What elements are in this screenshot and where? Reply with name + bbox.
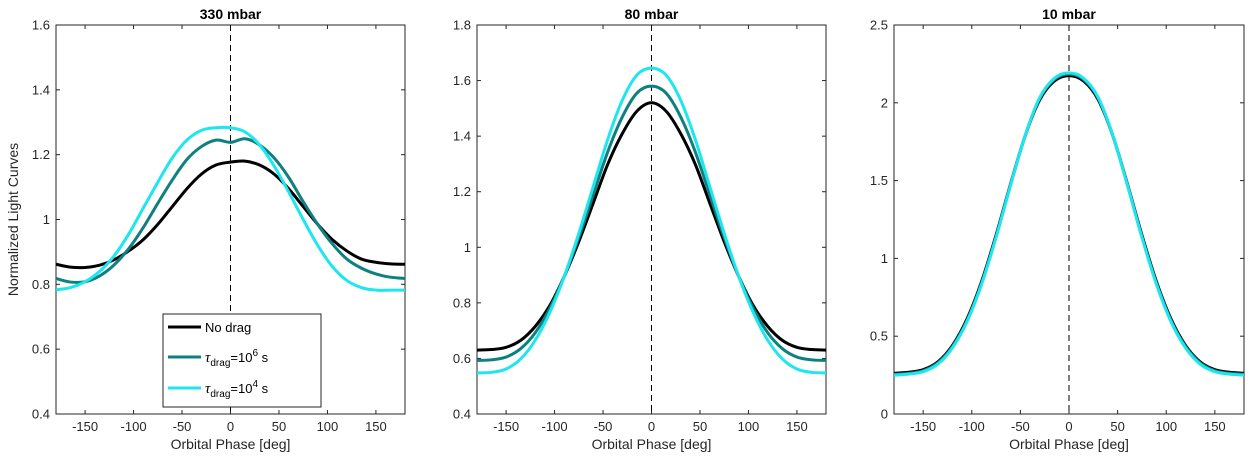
- series-line-3: [894, 71, 1244, 377]
- x-tick-label: -100: [121, 419, 147, 434]
- x-tick-label: -150: [910, 419, 936, 434]
- y-tick-label: 1.2: [453, 184, 471, 199]
- chart-title: 330 mbar: [200, 6, 262, 22]
- y-tick-label: 0.8: [32, 277, 50, 292]
- x-tick-label: 50: [1110, 419, 1124, 434]
- x-tick-label: -150: [72, 419, 98, 434]
- legend: No drag τdrag=106 s τdrag=104 s: [162, 313, 322, 408]
- series-line-1: [56, 159, 405, 270]
- x-axis-label: Orbital Phase [deg]: [171, 436, 291, 452]
- x-tick-label: 100: [1155, 419, 1177, 434]
- x-tick-label: -100: [959, 419, 985, 434]
- y-tick-label: 1.4: [453, 129, 471, 144]
- x-tick-label: 150: [786, 419, 808, 434]
- series-line-3: [56, 125, 405, 292]
- y-tick-label: 1.4: [32, 82, 50, 97]
- y-tick-label: 1.6: [453, 73, 471, 88]
- chart-panel-2: -150 -100 -50 0 50 100 150 0.4 0.6 0.8 1 1.2 1.4 1.6 1…: [453, 6, 827, 452]
- legend-box: [162, 313, 322, 408]
- chart-panel-1: -150 -100 -50 0 50 100 150 0.4 0.6 0.8 1 1.2 1.4 1.6 3…: [5, 6, 406, 452]
- y-tick-label: 0.6: [32, 342, 50, 357]
- y-tick-label: 2: [881, 95, 888, 110]
- x-axis-label: Orbital Phase [deg]: [592, 436, 712, 452]
- legend-entry: τdrag=106 s: [205, 348, 269, 369]
- y-tick-label: 1: [881, 251, 888, 266]
- y-tick-label: 0.5: [870, 329, 888, 344]
- y-tick-label: 0.4: [32, 407, 50, 422]
- x-tick-label: 0: [1065, 419, 1072, 434]
- x-tick-label: 100: [317, 419, 339, 434]
- x-tick-label: 50: [272, 419, 286, 434]
- legend-entry: No drag: [205, 320, 251, 335]
- x-tick-label: 0: [227, 419, 234, 434]
- series-line-2: [56, 137, 405, 284]
- x-tick-label: 150: [365, 419, 387, 434]
- series-line-1: [477, 101, 826, 352]
- series-line-2: [477, 84, 826, 362]
- y-axis-label: Normalized Light Curves: [5, 143, 21, 296]
- chart-title: 10 mbar: [1042, 6, 1096, 22]
- y-tick-label: 2.5: [870, 18, 888, 33]
- legend-entry: τdrag=104 s: [205, 379, 269, 400]
- x-tick-label: -50: [594, 419, 613, 434]
- x-tick-label: 150: [1204, 419, 1226, 434]
- y-tick-label: 1.8: [453, 18, 471, 33]
- x-axis-label: Orbital Phase [deg]: [1009, 436, 1129, 452]
- y-tick-label: 0.6: [453, 351, 471, 366]
- chart-panel-3: -150 -100 -50 0 50 100 150 0 0.5 1 1.5 2 2.5 10 mbar O…: [870, 6, 1245, 452]
- y-tick-label: 1: [43, 212, 50, 227]
- series-line-3: [477, 66, 826, 375]
- y-tick-label: 1.5: [870, 173, 888, 188]
- y-tick-label: 0: [881, 407, 888, 422]
- x-tick-label: -50: [173, 419, 192, 434]
- x-tick-label: -100: [542, 419, 568, 434]
- x-tick-label: 100: [738, 419, 760, 434]
- chart-title: 80 mbar: [625, 6, 679, 22]
- y-tick-label: 0.8: [453, 295, 471, 310]
- y-tick-label: 1: [464, 240, 471, 255]
- x-tick-label: 0: [648, 419, 655, 434]
- y-tick-label: 0.4: [453, 407, 471, 422]
- x-tick-label: -50: [1011, 419, 1030, 434]
- y-tick-label: 1.2: [32, 147, 50, 162]
- y-tick-label: 1.6: [32, 18, 50, 33]
- x-tick-label: -150: [493, 419, 519, 434]
- x-tick-label: 50: [693, 419, 707, 434]
